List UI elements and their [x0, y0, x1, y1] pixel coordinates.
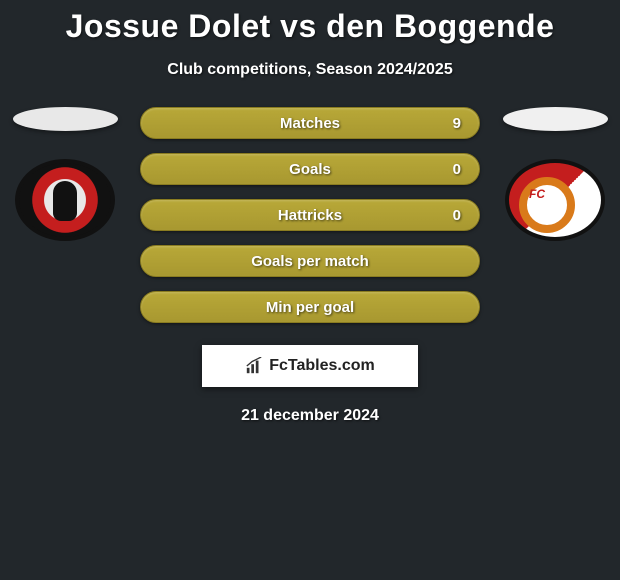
fc-text: FC — [529, 187, 545, 201]
right-ellipse — [503, 107, 608, 131]
subtitle: Club competitions, Season 2024/2025 — [0, 61, 620, 79]
stat-value-right: 9 — [453, 115, 461, 132]
stat-value-right: 0 — [453, 207, 461, 224]
stat-bar: Goals per match — [140, 245, 480, 277]
right-team-column: FC — [500, 107, 610, 241]
comparison-card: Jossue Dolet vs den Boggende Club compet… — [0, 0, 620, 425]
stat-bars: Matches 9 Goals 0 Hattricks 0 Goals per match M… — [140, 107, 480, 323]
stat-label: Goals per match — [251, 253, 369, 270]
stat-label: Goals — [289, 161, 331, 178]
stat-bar: Min per goal — [140, 291, 480, 323]
comparison-row: Matches 9 Goals 0 Hattricks 0 Goals per match M… — [0, 107, 620, 323]
chart-icon — [245, 357, 263, 375]
date-text: 21 december 2024 — [0, 407, 620, 425]
stat-label: Matches — [280, 115, 340, 132]
left-team-column — [10, 107, 120, 241]
left-team-badge — [15, 159, 115, 241]
left-ellipse — [13, 107, 118, 131]
stat-bar: Matches 9 — [140, 107, 480, 139]
stat-label: Min per goal — [266, 299, 354, 316]
stat-value-right: 0 — [453, 161, 461, 178]
player1-name: Jossue Dolet — [66, 8, 271, 44]
stat-label: Hattricks — [278, 207, 342, 224]
vs-text: vs — [280, 8, 317, 44]
right-team-badge: FC — [505, 159, 605, 241]
stat-bar: Hattricks 0 — [140, 199, 480, 231]
brand-box[interactable]: FcTables.com — [202, 345, 418, 387]
brand-text: FcTables.com — [269, 357, 375, 375]
stat-bar: Goals 0 — [140, 153, 480, 185]
page-title: Jossue Dolet vs den Boggende — [0, 8, 620, 45]
player2-name: den Boggende — [326, 8, 554, 44]
